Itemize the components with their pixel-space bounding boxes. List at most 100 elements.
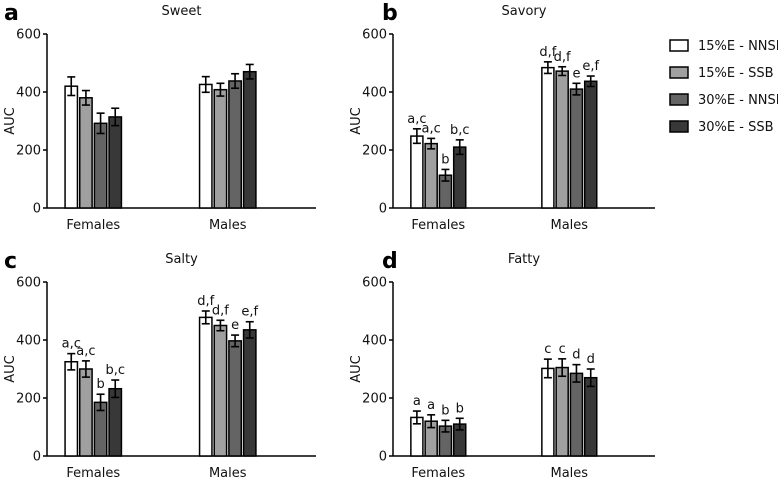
significance-label: b — [456, 401, 464, 416]
bar — [64, 85, 79, 209]
y-tick-label: 200 — [16, 392, 41, 407]
panel-a: a Sweet 0 200 400 600 AUC Females Males — [3, 1, 316, 233]
significance-label: a,c — [76, 344, 95, 359]
y-tick-label: 600 — [16, 28, 41, 43]
y-axis-label: AUC — [349, 355, 364, 383]
panel-title: Fatty — [508, 252, 540, 267]
bar — [452, 146, 467, 209]
x-tick-label: Males — [209, 466, 247, 478]
panel-letter: c — [4, 249, 17, 274]
x-tick-label: Females — [411, 218, 465, 233]
x-tick-label: Males — [209, 218, 247, 233]
legend-label: 15%E - NNSB — [698, 39, 778, 54]
significance-label: b,c — [105, 363, 125, 378]
bar — [108, 116, 123, 209]
bar — [78, 368, 93, 457]
significance-label: d,f — [197, 294, 214, 309]
x-tick-label: Females — [66, 218, 120, 233]
y-tick-label: 600 — [362, 276, 387, 291]
panel-letter: a — [4, 1, 19, 26]
significance-label: c — [559, 342, 566, 357]
y-tick-label: 0 — [33, 450, 41, 465]
significance-label: b — [441, 403, 449, 418]
panel-b: b Savory0200400600AUCFemalesa,ca,cbb,cMal… — [349, 1, 655, 233]
y-tick-label: 600 — [362, 28, 387, 43]
y-tick-label: 600 — [16, 276, 41, 291]
bar — [555, 70, 569, 209]
bar — [541, 66, 555, 209]
panel-title: Sweet — [162, 4, 202, 19]
bar — [228, 80, 243, 209]
bar — [410, 135, 424, 209]
significance-label: a — [427, 398, 435, 413]
y-tick-label: 400 — [16, 334, 41, 349]
legend-label: 15%E - SSB — [698, 66, 774, 81]
bar — [424, 142, 438, 209]
significance-label: d — [572, 348, 580, 363]
legend-swatch — [669, 93, 689, 106]
bar — [64, 361, 79, 457]
y-tick-label: 200 — [362, 392, 387, 407]
panel-title: Savory — [502, 4, 547, 19]
significance-label: c — [544, 342, 551, 357]
x-tick-label: Males — [551, 218, 589, 233]
y-tick-label: 400 — [16, 86, 41, 101]
x-tick-label: Females — [66, 466, 120, 478]
significance-label: e — [572, 66, 580, 81]
legend-label: 30%E - SSB — [698, 120, 774, 135]
legend-swatch — [669, 120, 689, 133]
panel-title: Salty — [165, 252, 198, 267]
y-axis-label: AUC — [3, 107, 18, 135]
y-axis-label: AUC — [3, 355, 18, 383]
significance-label: b — [441, 152, 449, 167]
significance-label: e — [231, 318, 239, 333]
significance-label: a,c — [422, 121, 441, 136]
significance-label: e,f — [241, 305, 258, 320]
bar — [213, 88, 228, 209]
significance-label: a,c — [407, 112, 426, 127]
significance-label: d,f — [212, 303, 229, 318]
significance-label: b — [96, 377, 104, 392]
legend-swatch — [669, 39, 689, 52]
y-tick-label: 0 — [379, 202, 387, 217]
bar — [555, 366, 569, 457]
bar — [198, 83, 213, 209]
bar — [583, 376, 598, 457]
bar — [242, 70, 257, 209]
legend: 15%E - NNSB 15%E - SSB 30%E - NNSB 30%E - S… — [669, 39, 778, 135]
bar — [228, 340, 243, 457]
y-tick-label: 400 — [362, 86, 387, 101]
y-tick-label: 200 — [362, 144, 387, 159]
y-tick-label: 400 — [362, 334, 387, 349]
bar — [583, 80, 598, 209]
bar — [242, 329, 257, 457]
y-tick-label: 200 — [16, 144, 41, 159]
significance-label: d,f — [554, 50, 571, 65]
panel-letter: d — [382, 249, 398, 274]
y-tick-label: 0 — [379, 450, 387, 465]
bar — [93, 122, 108, 209]
legend-label: 30%E - NNSB — [698, 93, 778, 108]
significance-label: d — [587, 352, 595, 367]
x-tick-label: Females — [411, 466, 465, 478]
bar — [108, 387, 123, 457]
bar — [198, 316, 213, 457]
bar — [78, 97, 93, 209]
significance-label: b,c — [450, 123, 470, 138]
bar — [569, 372, 584, 457]
significance-label: a,c — [62, 337, 81, 352]
bar — [569, 88, 584, 209]
significance-label: e,f — [582, 59, 599, 74]
legend-swatch — [669, 66, 689, 79]
significance-label: d,f — [539, 45, 556, 60]
y-tick-label: 0 — [33, 202, 41, 217]
panel-c: c Salty 0 200 400 600 AUC Females a,ca,c bb,c Male… — [3, 249, 316, 478]
bar — [213, 324, 228, 457]
x-tick-label: Males — [551, 466, 589, 478]
panel-letter: b — [382, 1, 398, 26]
significance-label: a — [413, 394, 421, 409]
y-axis-label: AUC — [349, 107, 364, 135]
bar — [541, 367, 555, 457]
